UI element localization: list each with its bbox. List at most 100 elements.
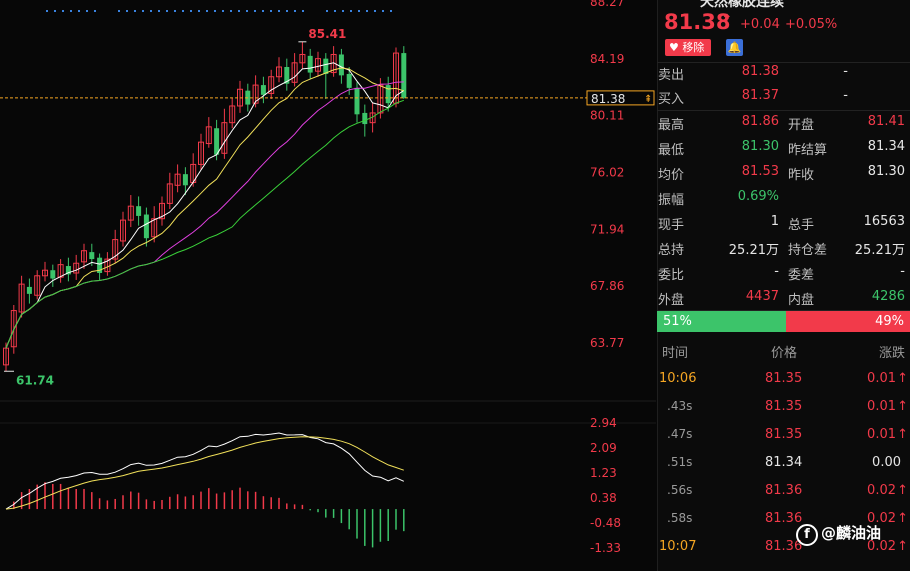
marker-dot (94, 10, 96, 12)
candle-body (307, 55, 313, 73)
tick-time: .47s (667, 427, 693, 441)
orderbook-label: 卖出 (658, 68, 685, 83)
candle-body (159, 202, 165, 220)
marker-dot (262, 10, 264, 12)
tick-change: 0.01 (867, 371, 896, 386)
tick-time: .51s (667, 455, 693, 469)
tick-price: 81.34 (765, 455, 803, 470)
marker-dot (134, 10, 136, 12)
marker-dot (78, 10, 80, 12)
candle-body (166, 183, 173, 204)
stat-value: 81.86 (741, 114, 779, 129)
watermark: f @麟油油 (796, 522, 881, 546)
macd-axis-label: 2.09 (590, 441, 617, 455)
tick-row[interactable]: 10:06 81.35 0.01 ↑ (657, 366, 910, 394)
marker-dot (238, 10, 240, 12)
watermark-text: @麟油油 (821, 524, 882, 542)
candle-body (97, 257, 103, 273)
remove-watchlist-button[interactable]: ♥ 移除 (665, 39, 711, 56)
tick-time: .43s (667, 399, 693, 413)
tick-row[interactable]: .47s 81.35 0.01 ↑ (657, 422, 910, 450)
tick-row[interactable]: .51s 81.34 0.00 (657, 450, 910, 478)
tick-row[interactable]: .56s 81.36 0.02 ↑ (657, 478, 910, 506)
marker-dot (214, 10, 216, 12)
tick-row[interactable]: .43s 81.35 0.01 ↑ (657, 394, 910, 422)
macd-axis-label: 1.23 (590, 466, 617, 480)
macd-dif-line (5, 432, 405, 510)
orderbook-price: 81.37 (741, 88, 779, 103)
tick-change: 0.02 (867, 511, 896, 526)
price-axis-label: 67.86 (590, 279, 624, 293)
stat-label: 振幅 (658, 193, 685, 208)
tick-row[interactable]: .58s 81.36 0.02 ↑ (657, 506, 910, 534)
marker-dot (174, 10, 176, 12)
marker-dot (46, 10, 48, 12)
candle-body (81, 250, 87, 263)
orderbook-qty: - (843, 64, 848, 79)
kline-chart[interactable]: 88.27 84.19 80.11 76.02 71.94 67.86 63.77 81.38… (0, 0, 656, 571)
marker-dot (382, 10, 384, 12)
marker-dot (150, 10, 152, 12)
marker-dot (334, 10, 336, 12)
stat-value: 81.41 (867, 114, 905, 129)
up-arrow-icon: ↑ (721, 12, 733, 28)
marker-dot (190, 10, 192, 12)
tick-price: 81.35 (765, 399, 803, 414)
tick-time: .56s (667, 483, 693, 497)
marker-dot (374, 10, 376, 12)
tick-row[interactable]: 10:07 81.36 0.02 ↑ (657, 534, 910, 562)
marker-dot (166, 10, 168, 12)
candle-body (174, 173, 181, 186)
sell-ratio: 49% (786, 311, 910, 332)
tick-time: 10:06 (659, 371, 697, 386)
marker-dot (198, 10, 200, 12)
candle-body (10, 310, 17, 348)
stat-label: 开盘 (788, 118, 815, 133)
candle-body (276, 66, 282, 78)
moving-average-line (5, 81, 404, 349)
candle-body (136, 206, 142, 216)
ticks-header-price: 价格 (771, 346, 798, 361)
candle-body (377, 84, 384, 114)
candle-body (346, 73, 352, 88)
watermark-logo-icon: f (796, 524, 818, 546)
tick-time: .58s (667, 511, 693, 525)
candle-body (112, 239, 119, 260)
candle-body (3, 347, 9, 366)
stat-label: 总手 (788, 218, 815, 233)
candle-body (268, 76, 275, 94)
stat-value: 1 (770, 214, 779, 229)
buy-ratio-label: 51% (663, 314, 692, 329)
candle-body (127, 205, 134, 221)
marker-dot (70, 10, 72, 12)
marker-dot (142, 10, 144, 12)
candle-body (338, 54, 344, 76)
marker-dot (358, 10, 360, 12)
stat-label: 昨结算 (788, 143, 828, 158)
marker-dot (62, 10, 64, 12)
last-price: 81.38 (664, 10, 731, 34)
marker-dot (206, 10, 208, 12)
marker-dot (326, 10, 328, 12)
tick-price: 81.35 (765, 427, 803, 442)
low-label: 61.74 (16, 373, 54, 387)
kline-chart-area[interactable]: 88.27 84.19 80.11 76.02 71.94 67.86 63.77 81.38… (0, 0, 656, 571)
stat-value: - (900, 264, 905, 279)
candle-body (205, 126, 212, 145)
tick-change: 0.00 (872, 455, 901, 470)
heart-icon: ♥ (669, 41, 679, 54)
price-axis-label: 63.77 (590, 336, 624, 350)
candle-body (198, 141, 204, 165)
stat-label: 均价 (658, 168, 685, 183)
moving-average-line (5, 67, 404, 349)
alert-bell-button[interactable]: 🔔 (726, 39, 743, 56)
stat-label: 最低 (658, 143, 685, 158)
marker-dot (86, 10, 88, 12)
up-arrow-icon: ↑ (897, 483, 908, 498)
stat-label: 现手 (658, 218, 685, 233)
price-pointer-icon: ⇞ (644, 94, 652, 105)
stat-value: 4286 (871, 289, 905, 304)
candle-body (26, 286, 32, 294)
orderbook-price: 81.38 (741, 64, 779, 79)
stat-label: 总持 (658, 243, 685, 258)
